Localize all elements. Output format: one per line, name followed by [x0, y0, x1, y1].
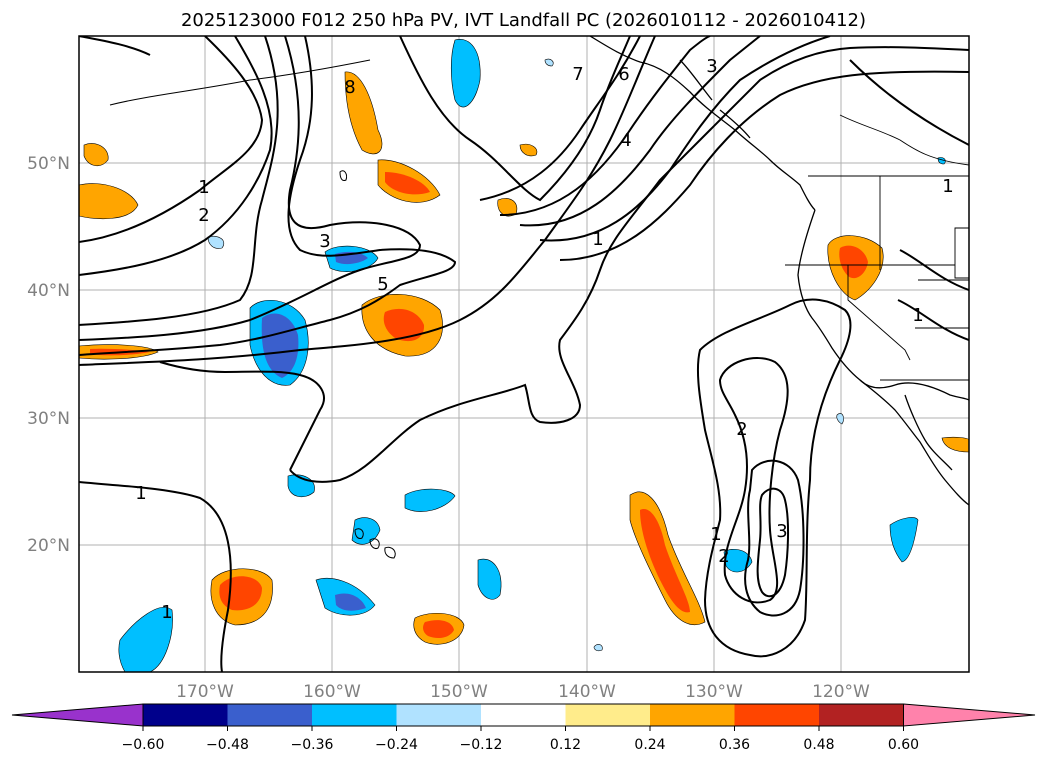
lat-label-50n: 50°N: [27, 154, 70, 174]
colorbar-segment: [481, 704, 566, 726]
contour-label: 2: [198, 205, 209, 226]
contour-label: 4: [620, 130, 631, 151]
colorbar-tick-label: −0.24: [375, 737, 418, 753]
contour-label: 3: [319, 231, 330, 252]
map-area: [79, 36, 969, 672]
colorbar-outline: [142, 703, 904, 727]
contour-label: 6: [618, 64, 629, 85]
map-frame: [78, 35, 970, 673]
colorbar-extend-max: [903, 703, 1036, 727]
lat-label-20n: 20°N: [27, 536, 70, 556]
contour-label: 8: [344, 77, 355, 98]
contour-label: 1: [161, 602, 172, 623]
islands: [109, 59, 396, 559]
lon-label-150w: 150°W: [430, 682, 488, 702]
contour-label: 3: [706, 56, 717, 77]
contour-label: 1: [710, 524, 721, 545]
coastlines: [589, 36, 969, 506]
colorbar-segment: [227, 704, 313, 726]
borders: [785, 114, 969, 381]
colorbar-tick-label: −0.36: [291, 737, 334, 753]
contour-label: 1: [592, 229, 603, 250]
colorbar: −0.60 −0.48 −0.36 −0.24 −0.12 0.12 0.24 0.36 0.4…: [11, 703, 1036, 753]
colorbar-tick-label: −0.12: [460, 737, 503, 753]
contour-label: 1: [942, 176, 953, 197]
chart-title: 2025123000 F012 250 hPa PV, IVT Landfall…: [180, 10, 867, 31]
colorbar-tick-label: 0.24: [634, 737, 665, 753]
contour-label: 2: [718, 546, 729, 567]
colorbar-tick-label: 0.48: [803, 737, 834, 753]
pv-contours: [79, 36, 969, 672]
lon-label-140w: 140°W: [558, 682, 616, 702]
contour-label: 1: [135, 483, 146, 504]
colorbar-segment: [396, 704, 482, 726]
lon-label-160w: 160°W: [303, 682, 361, 702]
colorbar-segment: [143, 704, 228, 726]
colorbar-tick-label: 0.36: [719, 737, 750, 753]
gridlines: [79, 36, 969, 672]
colorbar-segment: [734, 704, 820, 726]
latitude-labels: 50°N 40°N 30°N 20°N: [27, 154, 70, 556]
contour-label: 5: [377, 274, 388, 295]
colorbar-tick-label: −0.48: [206, 737, 249, 753]
contour-label: 1: [912, 305, 923, 326]
lon-label-120w: 120°W: [812, 682, 870, 702]
contour-label: 1: [198, 177, 209, 198]
lon-label-170w: 170°W: [176, 682, 234, 702]
lon-label-130w: 130°W: [685, 682, 743, 702]
lat-label-30n: 30°N: [27, 409, 70, 429]
colorbar-segment: [565, 704, 651, 726]
colorbar-tick-label: 0.60: [888, 737, 919, 753]
contour-label: 7: [572, 64, 583, 85]
colorbar-tick-label: 0.12: [550, 737, 581, 753]
lat-label-40n: 40°N: [27, 281, 70, 301]
contour-label: 2: [736, 419, 747, 440]
contour-label: 3: [776, 521, 787, 542]
colorbar-tick-label: −0.60: [122, 737, 165, 753]
colorbar-segment: [650, 704, 735, 726]
colorbar-extend-min: [11, 703, 144, 727]
colorbar-segment: [819, 704, 904, 726]
longitude-labels: 170°W 160°W 150°W 140°W 130°W 120°W: [176, 682, 870, 702]
colorbar-segment: [312, 704, 397, 726]
